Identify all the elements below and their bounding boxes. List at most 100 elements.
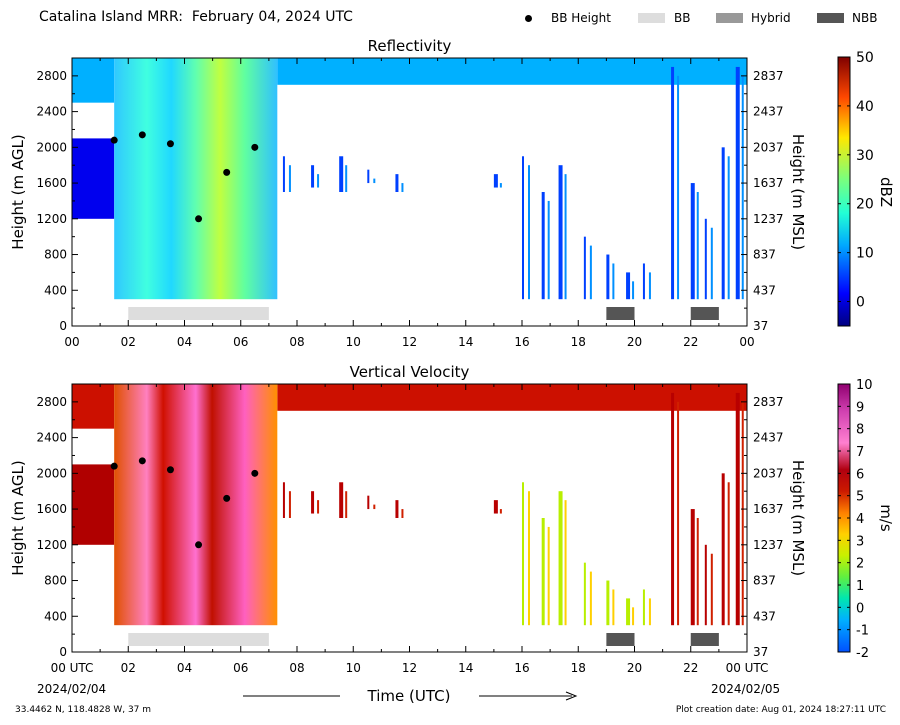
streak [522, 156, 524, 300]
y-tick-label-right: 437 [753, 283, 776, 297]
y-tick-label-right: 2037 [753, 140, 784, 154]
streak [710, 227, 713, 300]
time-arrow-head [565, 691, 578, 701]
x-tick-label: 16 [514, 661, 529, 675]
heatmap-field [72, 384, 747, 626]
y-tick-label: 2800 [36, 395, 67, 409]
streak [583, 236, 586, 300]
x-tick-label: 18 [571, 335, 586, 349]
streak [710, 553, 713, 626]
x-tick-label: 10 [346, 335, 361, 349]
x-tick-label: 08 [289, 335, 304, 349]
bb-height-point [166, 140, 174, 148]
bb-bar-bb [128, 307, 269, 320]
y-tick-label-right: 1637 [753, 176, 784, 190]
y-tick-label: 1600 [36, 176, 67, 190]
x-tick-label: 06 [233, 661, 248, 675]
streak [373, 178, 376, 184]
legend-bb-swatch [638, 13, 665, 23]
streak [704, 218, 707, 300]
colorbar-tick-label: 3 [856, 534, 864, 549]
streak [547, 526, 550, 626]
legend-hybrid-swatch [716, 13, 743, 23]
colorbar-label: dBZ [877, 177, 895, 207]
streak [690, 509, 695, 626]
precip-core [114, 384, 278, 626]
x-tick-label: 16 [514, 335, 529, 349]
y-tick-label: 800 [44, 248, 67, 262]
streak [395, 500, 399, 518]
legend-bb-height-label: BB Height [551, 11, 611, 25]
y-tick-label-right: 837 [753, 248, 776, 262]
streak [606, 254, 610, 300]
x-tick-label: 18 [571, 661, 586, 675]
streak [541, 518, 545, 626]
x-tick-label: 00 [739, 335, 754, 349]
legend-nbb-swatch [817, 13, 844, 23]
colorbar-tick-label: -2 [856, 646, 869, 661]
streak [735, 392, 740, 626]
x-tick-label: 02 [121, 661, 136, 675]
streak [339, 482, 344, 518]
streak [583, 562, 586, 626]
time-axis-annotation: Time (UTC) [243, 687, 578, 705]
x-tick-label: 02 [121, 335, 136, 349]
y-tick-label: 1600 [36, 502, 67, 516]
streak [612, 589, 615, 626]
colorbar-tick-label: 8 [856, 423, 864, 438]
streak [499, 509, 502, 514]
y-tick-label: 2400 [36, 431, 67, 445]
streak [727, 156, 730, 300]
x-tick-label: 00 [64, 335, 79, 349]
legend-hybrid-label: Hybrid [751, 11, 791, 25]
streak [345, 491, 348, 518]
streak [677, 75, 680, 300]
y-tick-label: 0 [59, 319, 67, 333]
colorbar-label: m/s [877, 504, 895, 532]
time-axis-label: Time (UTC) [367, 687, 451, 705]
bb-height-point [195, 215, 203, 223]
colorbar-tick-label: 7 [856, 445, 864, 460]
colorbar-tick-label: 10 [856, 378, 873, 393]
streak [564, 500, 567, 626]
streak [558, 165, 563, 300]
colorbar-tick-label: 0 [856, 295, 865, 311]
page-title: Catalina Island MRR: February 04, 2024 U… [39, 9, 353, 25]
bb-height-point [195, 541, 203, 549]
y-tick-label-right: 2437 [753, 105, 784, 119]
streak [642, 263, 645, 300]
colorbar-tick-label: 6 [856, 467, 864, 482]
streak [367, 169, 370, 184]
bb-height-point [223, 494, 231, 502]
streak [522, 482, 524, 626]
bb-height-point [251, 469, 259, 477]
x-tick-label: 10 [346, 661, 361, 675]
y-tick-label-right: 2437 [753, 431, 784, 445]
y-tick-label-right: 1637 [753, 502, 784, 516]
streak [626, 272, 631, 300]
streak [671, 66, 675, 300]
early-lower [72, 464, 115, 545]
y-tick-label-right: 1237 [753, 212, 784, 226]
legend-bb-height-marker [525, 15, 532, 22]
streak [642, 589, 645, 626]
streak [401, 509, 404, 518]
streak [727, 482, 730, 626]
colorbar-tick-label: 20 [856, 197, 874, 213]
y-tick-label-right: 1237 [753, 538, 784, 552]
streak [606, 580, 610, 626]
streak [648, 272, 651, 300]
streak [493, 174, 498, 188]
y-tick-label: 1200 [36, 212, 67, 226]
legend-nbb-label: NBB [852, 11, 878, 25]
colorbar-tick-label: 1 [856, 579, 864, 594]
date-start: 2024/02/04 [37, 682, 107, 696]
colorbar-tick-label: 10 [856, 246, 874, 262]
y-axis-label: Height (m AGL) [9, 460, 27, 575]
bb-height-point [138, 457, 146, 465]
location-label: 33.4462 N, 118.4828 W, 37 m [15, 705, 152, 715]
x-tick-label: 14 [458, 661, 473, 675]
streak [632, 607, 635, 626]
colorbar-tick-label: 5 [856, 490, 864, 505]
